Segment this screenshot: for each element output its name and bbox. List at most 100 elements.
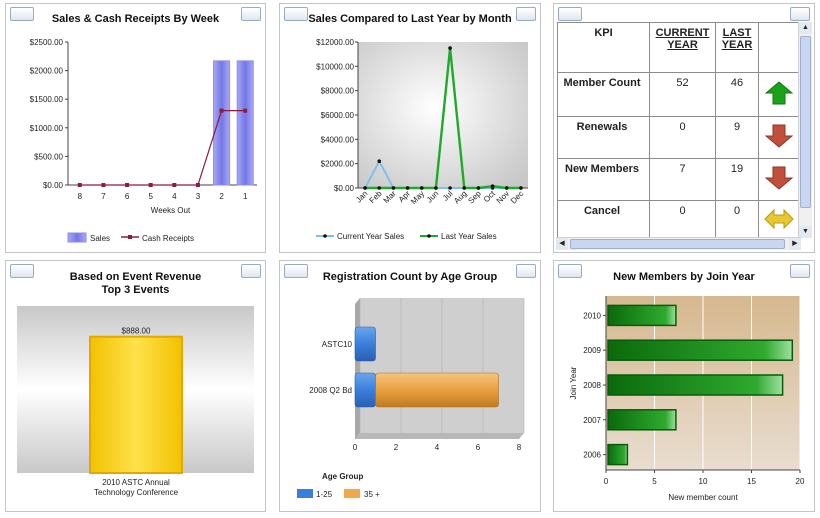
monthly-sales-chart: $12000.00 $10000.00 $8000.00 $6000.00 $4000.…	[316, 38, 528, 241]
back-arrow-button[interactable]	[241, 7, 261, 21]
y-tick-label: $2000.00	[30, 67, 64, 76]
chart-type-menu-button[interactable]	[10, 7, 34, 21]
sales-bar	[213, 60, 231, 186]
x-tick-label: 0	[604, 477, 609, 486]
y-tick-label: 2008 Q2 Bd	[309, 386, 352, 395]
data-label: $888.00	[122, 327, 151, 336]
last-value: 19	[715, 158, 759, 201]
scroll-left-button[interactable]: ◀	[556, 238, 568, 250]
data-point	[476, 186, 481, 190]
y-tick-label: $1500.00	[30, 95, 64, 104]
last-value: 0	[715, 200, 759, 241]
join-year-panel: New Members by Join Year 0 5 10 15 20 New mem…	[553, 260, 815, 512]
cash-receipts-point	[219, 108, 224, 113]
legend-marker	[427, 234, 431, 238]
back-arrow-button[interactable]	[516, 7, 536, 21]
cash-receipts-point	[172, 183, 177, 187]
kpi-label: Renewals	[557, 116, 650, 159]
age-group-panel: Registration Count by Age Group 0 2 4 6 8 AST…	[279, 260, 541, 512]
y-tick-label: $0.00	[43, 181, 64, 190]
x-tick-label: 7	[101, 192, 106, 201]
back-arrow-button[interactable]	[790, 264, 810, 278]
table-row: Member Count 52 46	[557, 72, 799, 117]
vertical-scrollbar[interactable]: ▲ ▼	[798, 22, 812, 238]
age-35-plus-bar	[375, 372, 499, 408]
last-year-header: LAST YEAR	[715, 22, 759, 73]
x-tick-label: Oct	[482, 189, 498, 205]
event-revenue-bar	[89, 335, 183, 475]
legend-label: Current Year Sales	[337, 232, 404, 241]
chart-title: Based on Event Revenue Top 3 Events	[6, 271, 265, 297]
y-axis-title: Join Year	[569, 366, 578, 399]
scroll-right-button[interactable]: ▶	[789, 238, 801, 250]
x-tick-label: 6	[476, 443, 481, 452]
back-arrow-button[interactable]	[790, 7, 810, 21]
kpi-table: KPI CURRENT YEAR LAST YEAR Member Count 52…	[557, 22, 799, 241]
x-tick-label: Aug	[452, 189, 468, 205]
y-tick-label: $6000.00	[321, 111, 355, 120]
x-tick-label: Technology Conference	[94, 488, 179, 497]
scroll-up-button[interactable]: ▲	[799, 22, 812, 34]
cash-receipts-point	[101, 183, 106, 187]
x-tick-label: 6	[125, 192, 130, 201]
x-axis-title: Weeks Out	[151, 206, 191, 215]
monthly-sales-panel: Sales Compared to Last Year by Month $12…	[279, 3, 541, 253]
x-tick-label: 5	[652, 477, 657, 486]
x-tick-label: 5	[148, 192, 153, 201]
current-year-header-line1: CURRENT	[655, 27, 710, 39]
data-point	[391, 186, 396, 190]
scroll-thumb[interactable]	[800, 36, 811, 208]
sales-bar	[236, 60, 254, 186]
chart-type-menu-button[interactable]	[558, 7, 582, 21]
kpi-label: Cancel	[557, 200, 650, 241]
back-arrow-button[interactable]	[241, 264, 261, 278]
scroll-down-button[interactable]: ▼	[799, 226, 812, 238]
current-year-line	[364, 159, 521, 189]
join-year-bar	[607, 443, 629, 466]
chart-type-menu-button[interactable]	[558, 264, 582, 278]
current-year-header-line2: YEAR	[667, 39, 698, 51]
y-tick-label: $0.00	[334, 184, 355, 193]
table-row: New Members 7 19	[557, 158, 799, 201]
x-tick-label: Nov	[495, 189, 511, 205]
data-point	[377, 186, 382, 190]
chart-title: Registration Count by Age Group	[322, 271, 498, 283]
y-tick-label: 2009	[583, 346, 601, 355]
x-tick-label: Dec	[509, 189, 525, 205]
horizontal-scrollbar[interactable]: ◀ ▶	[556, 237, 801, 250]
last-year-header-line1: LAST	[722, 27, 752, 39]
x-tick-label: 2010 ASTC Annual	[102, 478, 170, 487]
chart-type-menu-button[interactable]	[284, 7, 308, 21]
age-1-25-bar	[354, 326, 376, 362]
x-tick-label: 2	[219, 192, 224, 201]
table-row: Renewals 0 9	[557, 116, 799, 159]
x-tick-label: 20	[796, 477, 805, 486]
chart-title-line2: Top 3 Events	[101, 284, 170, 296]
age-group-chart: 0 2 4 6 8 ASTC10 2008 Q2 Bd Age Group 1-25 35 +	[297, 298, 525, 499]
x-tick-label: 15	[747, 477, 756, 486]
scroll-thumb[interactable]	[570, 239, 785, 249]
current-value: 52	[649, 72, 716, 117]
x-tick-label: Jan	[354, 189, 369, 204]
trend-cell	[758, 72, 799, 117]
y-tick-label: $8000.00	[321, 87, 355, 96]
x-tick-label: 1	[243, 192, 248, 201]
data-point	[363, 186, 367, 190]
trend-header	[758, 22, 799, 73]
table-row: Cancel 0 0	[557, 200, 799, 241]
y-tick-label: 2006	[583, 451, 601, 460]
chart-type-menu-button[interactable]	[284, 264, 308, 278]
flat-arrow-icon	[763, 208, 794, 230]
cash-receipts-point	[125, 183, 130, 187]
legend-marker	[128, 235, 132, 239]
up-arrow-icon	[764, 81, 793, 105]
back-arrow-button[interactable]	[516, 264, 536, 278]
chart-type-menu-button[interactable]	[10, 264, 34, 278]
data-point	[448, 46, 452, 50]
data-point	[504, 186, 509, 190]
kpi-header: KPI	[557, 22, 650, 73]
x-tick-label: 4	[435, 443, 440, 452]
down-arrow-icon	[764, 124, 793, 148]
legend-label: 1-25	[316, 490, 333, 499]
trend-cell	[758, 116, 799, 159]
